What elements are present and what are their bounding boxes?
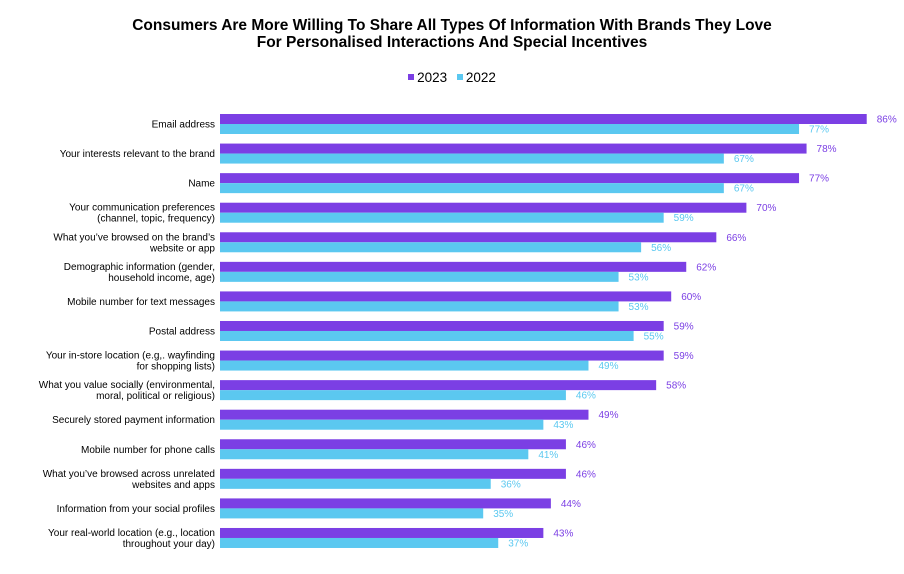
value-label-2023-3: 70% [756,203,776,214]
category-label-9-line-1: moral, political or religious) [96,391,215,402]
chart-title: Consumers Are More Willing To Share All … [0,17,904,51]
bar-2023-10 [220,409,589,420]
category-label-6: Mobile number for text messages [67,297,215,308]
value-label-2022-8: 49% [598,361,618,372]
value-label-2023-2: 77% [809,174,829,185]
legend-swatch-2022 [456,74,463,81]
value-label-2022-6: 53% [629,302,649,313]
bar-2022-6 [220,301,619,312]
legend-swatch-2023 [408,74,415,81]
category-label-1: Your interests relevant to the brand [60,149,215,160]
value-label-2022-13: 35% [493,509,513,520]
bar-2023-0 [220,114,867,124]
value-label-2023-6: 60% [681,292,701,303]
bar-2022-8 [220,360,589,371]
bar-2022-5 [220,271,619,282]
category-label-11: Mobile number for phone calls [81,445,215,456]
bar-2023-14 [220,527,544,538]
bar-2023-11 [220,439,566,450]
category-label-13: Information from your social profiles [57,504,215,515]
legend-label-2023: 2023 [417,70,448,85]
category-label-12-line-1: websites and apps [131,480,215,491]
chart-title-line-1: Consumers Are More Willing To Share All … [132,17,772,34]
value-label-2022-11: 41% [538,450,558,461]
bar-2022-3 [220,212,664,223]
value-label-2023-11: 46% [576,440,596,451]
bar-2022-1 [220,153,724,164]
bar-2022-4 [220,242,642,253]
bar-2023-13 [220,498,551,509]
category-label-7: Postal address [149,326,215,337]
bar-2023-1 [220,143,807,154]
value-label-2023-9: 58% [666,381,686,392]
bar-2022-0 [220,124,800,134]
legend-label-2022: 2022 [465,70,496,85]
bar-2023-7 [220,320,664,331]
bar-2023-8 [220,350,664,361]
value-label-2022-0: 77% [809,125,829,136]
category-label-3-line-1: (channel, topic, frequency) [97,214,215,225]
chart-title-line-2: For Personalised Interactions And Specia… [256,34,648,51]
legend-item-2022: 2022 [456,70,496,85]
bar-2023-5 [220,261,687,272]
value-label-2023-10: 49% [598,410,618,421]
value-label-2023-0: 86% [877,115,897,126]
value-label-2022-3: 59% [674,213,694,224]
value-label-2022-14: 37% [508,538,528,549]
category-label-2: Name [188,179,215,190]
bar-2022-11 [220,449,529,460]
bar-2023-6 [220,291,672,302]
category-label-9-line-0: What you value socially (environmental, [39,380,215,391]
value-label-2022-7: 55% [644,331,664,342]
category-label-14-line-0: Your real-world location (e.g., location [48,528,215,539]
category-label-10: Securely stored payment information [52,415,215,426]
bar-2022-12 [220,478,491,489]
value-label-2023-8: 59% [674,351,694,362]
value-label-2023-4: 66% [726,233,746,244]
value-label-2023-7: 59% [674,321,694,332]
value-label-2023-12: 46% [576,469,596,480]
value-label-2023-1: 78% [817,144,837,155]
legend: 2023 2022 [0,70,904,85]
value-label-2022-5: 53% [629,272,649,283]
bar-2022-2 [220,183,724,194]
bar-2022-9 [220,390,566,401]
value-label-2022-12: 36% [501,479,521,490]
value-label-2022-1: 67% [734,154,754,165]
category-label-4-line-0: What you’ve browsed on the brand’s [53,232,215,243]
bar-2023-12 [220,468,566,479]
value-label-2023-14: 43% [553,528,573,539]
value-label-2023-5: 62% [696,262,716,273]
bar-2023-9 [220,380,657,391]
category-label-8-line-0: Your in-store location (e.g,. wayfinding [46,351,215,362]
value-label-2022-2: 67% [734,184,754,195]
value-label-2023-13: 44% [561,499,581,510]
bar-2023-3 [220,202,747,213]
category-label-8-line-1: for shopping lists) [137,362,215,373]
category-label-14-line-1: throughout your day) [123,539,215,550]
legend-item-2023: 2023 [408,70,447,85]
bar-2022-14 [220,537,499,548]
category-label-5-line-1: household income, age) [108,273,215,284]
bar-2023-2 [220,173,800,184]
category-label-12-line-0: What you’ve browsed across unrelated [43,469,215,480]
category-label-0: Email address [152,120,215,131]
category-label-4-line-1: website or app [149,243,215,254]
value-label-2022-4: 56% [651,243,671,254]
bar-2023-4 [220,232,717,243]
bar-2022-13 [220,508,484,519]
category-label-3-line-0: Your communication preferences [69,203,215,214]
bar-2022-7 [220,330,634,341]
value-label-2022-9: 46% [576,391,596,402]
bar-2022-10 [220,419,544,430]
value-label-2022-10: 43% [553,420,573,431]
category-label-5-line-0: Demographic information (gender, [64,262,215,273]
